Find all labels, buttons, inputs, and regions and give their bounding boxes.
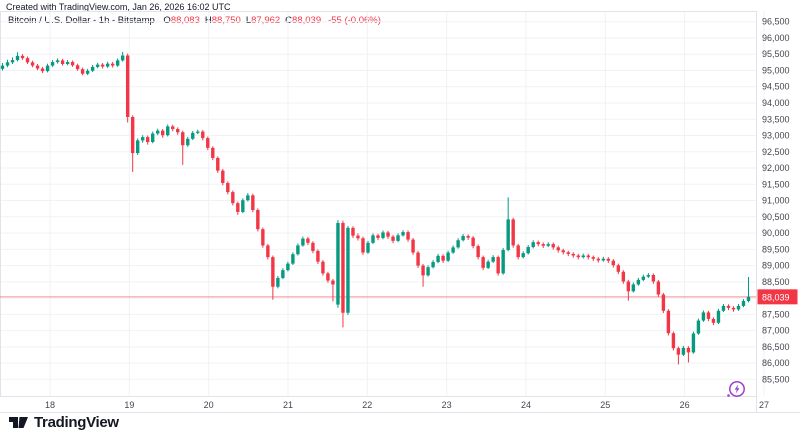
svg-text:86,500: 86,500	[762, 342, 790, 352]
tradingview-logo-mark	[9, 417, 28, 428]
open-value: 88,083	[170, 15, 200, 26]
high-value: 88,750	[211, 15, 241, 26]
open-label: O	[163, 15, 171, 26]
svg-text:94,000: 94,000	[762, 98, 790, 108]
svg-text:90,500: 90,500	[762, 212, 790, 222]
svg-text:91,000: 91,000	[762, 196, 790, 206]
svg-text:20: 20	[204, 400, 214, 410]
boost-flash-icon[interactable]	[722, 377, 748, 401]
svg-text:19: 19	[124, 400, 134, 410]
svg-text:91,500: 91,500	[762, 179, 790, 189]
svg-text:23: 23	[442, 400, 452, 410]
tradingview-logo[interactable]: TradingView	[8, 412, 119, 432]
svg-text:26: 26	[680, 400, 690, 410]
svg-text:93,500: 93,500	[762, 114, 790, 124]
svg-text:88,500: 88,500	[762, 277, 790, 287]
svg-text:93,000: 93,000	[762, 131, 790, 141]
svg-text:96,500: 96,500	[762, 17, 790, 27]
svg-text:87,000: 87,000	[762, 326, 790, 336]
low-label: L	[245, 15, 252, 26]
svg-text:22: 22	[362, 400, 372, 410]
svg-text:95,000: 95,000	[762, 65, 790, 75]
close-value: 88,039	[292, 15, 322, 26]
time-axis[interactable]: 18 19 20 21 22 23 24 25 26 27	[45, 400, 769, 410]
svg-text:94,500: 94,500	[762, 82, 790, 92]
svg-text:89,000: 89,000	[762, 261, 790, 271]
current-price-label: 88,039	[762, 292, 790, 302]
attribution-line: Created with TradingView.com, Jan 26, 20…	[6, 2, 231, 12]
svg-text:85,500: 85,500	[762, 374, 790, 384]
symbol-title: Bitcoin / U.S. Dollar - 1h - Bitstamp	[8, 15, 155, 26]
current-price-badge	[757, 289, 798, 305]
svg-text:90,000: 90,000	[762, 228, 790, 238]
change-value: -55 (-0.06%)	[328, 15, 381, 26]
svg-text:27: 27	[759, 400, 769, 410]
svg-text:18: 18	[45, 400, 55, 410]
svg-text:95,500: 95,500	[762, 49, 790, 59]
candles-layer[interactable]	[0, 51, 751, 365]
svg-text:92,500: 92,500	[762, 147, 790, 157]
grid-layer	[0, 11, 800, 413]
svg-text:92,000: 92,000	[762, 163, 790, 173]
price-axis[interactable]: 96,500 96,000 95,500 95,000 94,500 94,000 93,5…	[757, 17, 798, 385]
svg-text:24: 24	[521, 400, 531, 410]
svg-text:89,500: 89,500	[762, 244, 790, 254]
low-value: 87,962	[251, 15, 281, 26]
svg-text:21: 21	[283, 400, 293, 410]
tradingview-logo-text: TradingView	[34, 413, 119, 431]
svg-text:87,500: 87,500	[762, 309, 790, 319]
svg-text:86,000: 86,000	[762, 358, 790, 368]
close-label: C	[285, 15, 293, 26]
svg-text:96,000: 96,000	[762, 33, 790, 43]
svg-text:25: 25	[600, 400, 610, 410]
